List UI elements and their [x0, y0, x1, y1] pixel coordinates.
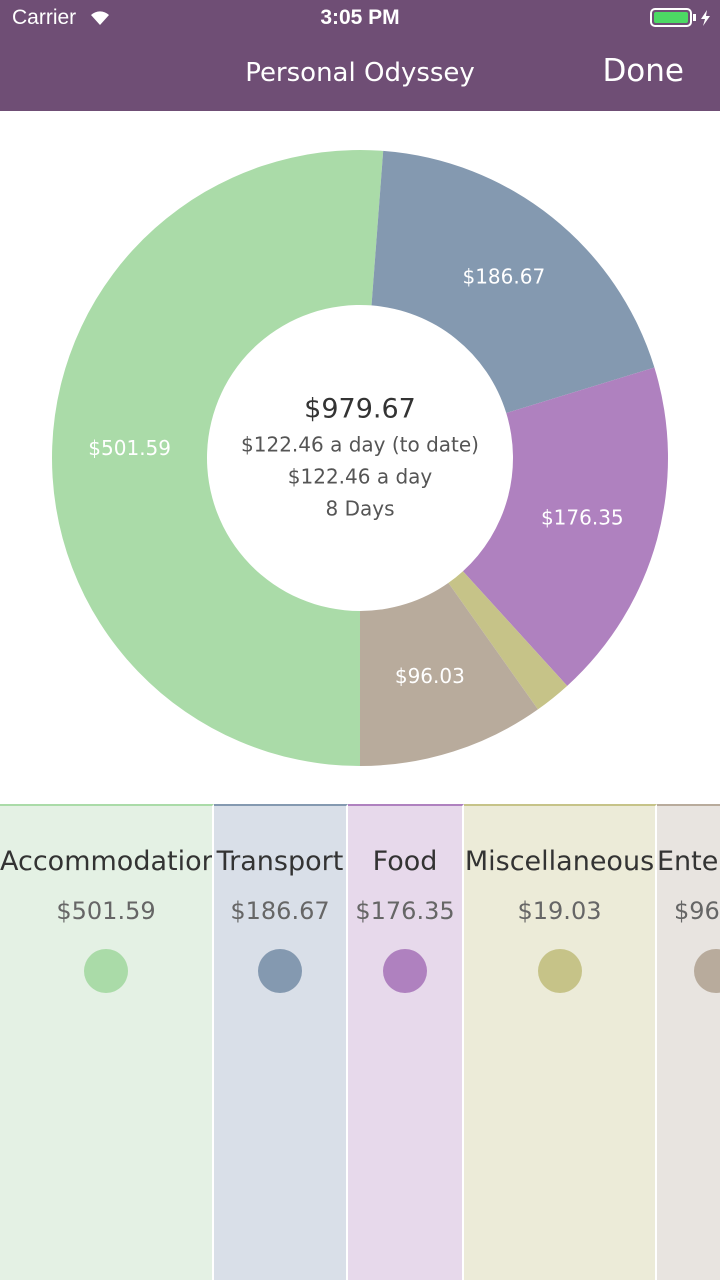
center-days: 8 Days [326, 497, 395, 521]
category-amount: $19.03 [517, 897, 602, 925]
slice-label: $186.67 [462, 264, 545, 288]
donut-slice [462, 367, 668, 686]
donut-slice [52, 150, 384, 767]
category-swatch [383, 949, 427, 993]
slice-label: $96.03 [395, 664, 465, 688]
category-name: Entertainment [657, 846, 720, 877]
category-swatch [694, 949, 720, 993]
category-card[interactable]: Accommodation $501.59 [0, 804, 214, 1280]
category-swatch [258, 949, 302, 993]
donut-chart: $501.59 $186.67 $176.35 $96.03 $979.67 $122.4… [52, 150, 668, 767]
carrier: Carrier [12, 6, 77, 29]
category-card[interactable]: Entertainment $96.03 [657, 804, 720, 1280]
category-card[interactable]: Transport $186.67 [214, 804, 348, 1280]
category-card[interactable]: Food $176.35 [348, 804, 464, 1280]
category-amount: $176.35 [355, 897, 455, 925]
center-per-day-to-date: $122.46 a day (to date) [241, 433, 479, 457]
center-per-day: $122.46 a day [288, 465, 433, 489]
category-name: Accommodation [0, 846, 214, 877]
clock: 3:05 PM [320, 6, 400, 29]
category-swatch [84, 949, 128, 993]
donut-slice [371, 150, 655, 414]
category-amount: $186.67 [230, 897, 330, 925]
category-name: Transport [216, 846, 344, 877]
category-name: Miscellaneous [464, 846, 655, 877]
nav-title: Personal Odyssey [245, 58, 475, 88]
category-swatch [537, 949, 582, 993]
nav-bar: Carrier 3:05 PM Personal Odyssey Done [0, 0, 720, 111]
category-name: Food [372, 846, 438, 877]
slice-label: $501.59 [88, 436, 171, 460]
donut-slice [360, 582, 538, 766]
category-amount: $96.03 [674, 897, 720, 925]
center-total: $979.67 [304, 394, 416, 425]
wifi-icon [91, 11, 109, 25]
category-cards: Accommodation $501.59 Transport $186.67 Food… [0, 804, 720, 1280]
donut-slice [448, 571, 568, 710]
slice-label: $176.35 [541, 505, 624, 529]
category-card[interactable]: Miscellaneous $19.03 [464, 804, 657, 1280]
done-button[interactable]: Done [602, 53, 684, 89]
category-amount: $501.59 [56, 897, 156, 925]
battery-icon [650, 8, 710, 27]
